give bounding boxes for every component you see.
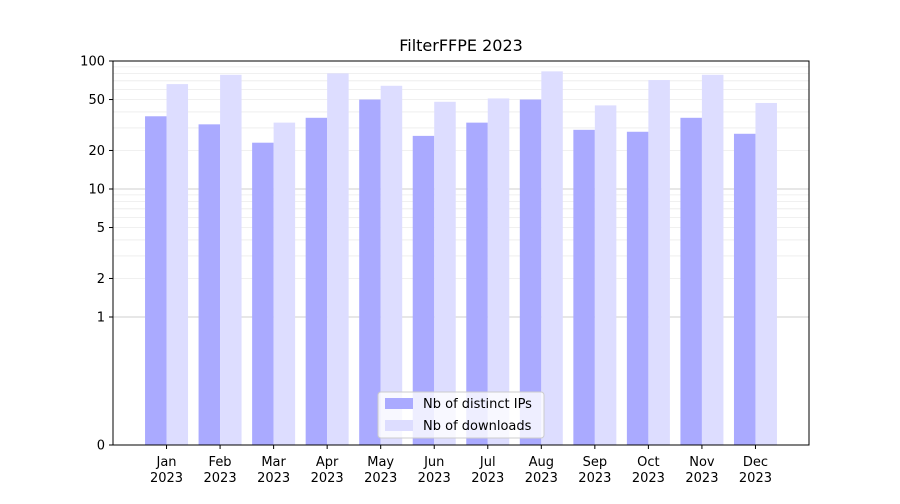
x-tick-label-jun: Jun <box>423 455 444 470</box>
bar-distinct-ips-dec <box>733 133 756 445</box>
x-tick-sublabel: 2023 <box>311 471 344 486</box>
x-axis: Jan2023Feb2023Mar2023Apr2023May2023Jun20… <box>150 445 772 486</box>
y-tick-label: 50 <box>88 93 105 108</box>
bar-distinct-ips-jul <box>466 122 488 445</box>
bar-downloads-may <box>380 85 403 445</box>
x-tick-sublabel: 2023 <box>471 471 504 486</box>
x-tick-sublabel: 2023 <box>525 471 558 486</box>
bar-distinct-ips-jan <box>145 116 167 446</box>
legend: Nb of distinct IPs Nb of downloads <box>377 391 545 439</box>
x-tick-label-may: May <box>367 455 394 470</box>
x-tick-label-feb: Feb <box>209 455 232 470</box>
bar-distinct-ips-nov <box>680 117 702 446</box>
bar-downloads-oct <box>648 80 670 445</box>
bar-distinct-ips-sep <box>573 129 595 445</box>
bar-downloads-nov <box>701 74 724 445</box>
x-tick-label-jul: Jul <box>479 455 496 470</box>
bar-distinct-ips-mar <box>252 142 274 445</box>
x-tick-label-sep: Sep <box>583 455 608 470</box>
x-tick-sublabel: 2023 <box>739 471 772 486</box>
x-tick-label-oct: Oct <box>637 455 659 470</box>
y-tick-label: 2 <box>97 272 105 287</box>
bar-distinct-ips-may <box>359 99 381 446</box>
legend-swatch-ips <box>385 398 413 409</box>
y-tick-label: 10 <box>88 183 105 198</box>
x-tick-sublabel: 2023 <box>578 471 611 486</box>
bar-distinct-ips-jun <box>412 135 435 445</box>
bar-downloads-mar <box>273 122 296 445</box>
x-tick-label-mar: Mar <box>261 455 286 470</box>
x-tick-sublabel: 2023 <box>685 471 718 486</box>
x-tick-sublabel: 2023 <box>150 471 183 486</box>
x-tick-label-jan: Jan <box>156 455 177 470</box>
x-tick-label-aug: Aug <box>529 455 554 470</box>
bar-downloads-jul <box>487 98 510 445</box>
plot-frame <box>112 60 810 446</box>
y-axis: 0 1 2 5 10 20 50 100 <box>80 55 113 454</box>
bar-downloads-jun <box>434 101 456 446</box>
legend-label-downloads: Nb of downloads <box>423 419 532 434</box>
y-tick-label: 1 <box>97 311 105 326</box>
y-tick-label: 0 <box>97 439 105 454</box>
x-tick-sublabel: 2023 <box>204 471 237 486</box>
bar-downloads-dec <box>755 102 777 446</box>
bar-downloads-aug <box>541 71 563 445</box>
legend-box <box>377 391 545 439</box>
x-tick-label-dec: Dec <box>743 455 768 470</box>
legend-swatch-downloads <box>385 420 413 431</box>
legend-label-ips: Nb of distinct IPs <box>423 397 532 412</box>
bar-downloads-jan <box>166 84 189 445</box>
x-tick-sublabel: 2023 <box>418 471 451 486</box>
x-tick-sublabel: 2023 <box>632 471 665 486</box>
y-tick-label: 5 <box>97 221 105 236</box>
y-tick-label: 20 <box>88 144 105 159</box>
y-tick-label: 100 <box>80 55 105 70</box>
bar-downloads-apr <box>327 73 349 445</box>
bar-distinct-ips-aug <box>519 99 542 446</box>
bar-distinct-ips-apr <box>305 117 328 446</box>
bars <box>145 71 777 446</box>
x-tick-label-apr: Apr <box>316 455 339 470</box>
bar-distinct-ips-feb <box>198 124 221 445</box>
bar-downloads-sep <box>594 105 617 446</box>
chart-title: FilterFFPE 2023 <box>399 36 523 55</box>
bar-downloads-feb <box>220 74 242 445</box>
x-tick-sublabel: 2023 <box>257 471 290 486</box>
bar-distinct-ips-oct <box>626 131 649 445</box>
x-tick-sublabel: 2023 <box>364 471 397 486</box>
x-tick-label-nov: Nov <box>689 455 715 470</box>
